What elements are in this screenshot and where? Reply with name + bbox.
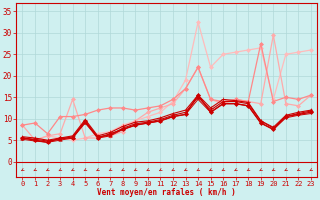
X-axis label: Vent moyen/en rafales ( km/h ): Vent moyen/en rafales ( km/h ) bbox=[97, 188, 236, 197]
